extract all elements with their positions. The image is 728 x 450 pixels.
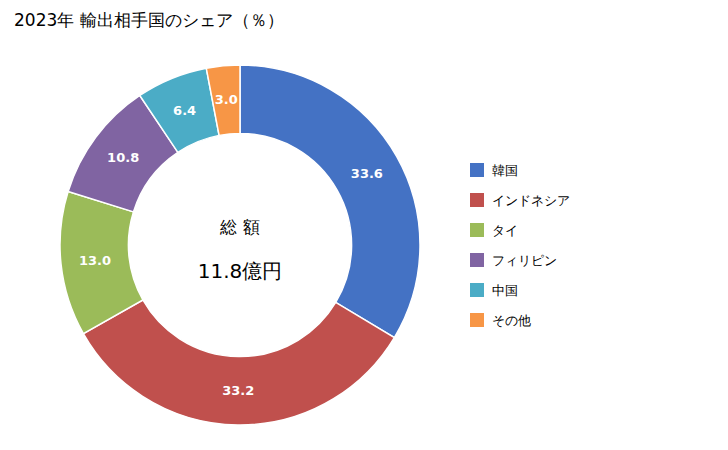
legend-label: フィリピン <box>492 253 557 268</box>
legend-swatch <box>470 283 484 297</box>
legend-label: 韓国 <box>492 163 518 178</box>
slice <box>60 192 143 334</box>
legend-item: 中国 <box>470 283 518 298</box>
data-label: 10.8 <box>107 150 139 165</box>
legend: 韓国インドネシアタイフィリピン中国その他 <box>470 163 570 328</box>
legend-swatch <box>470 253 484 267</box>
legend-item: フィリピン <box>470 253 557 268</box>
legend-swatch <box>470 223 484 237</box>
legend-label: その他 <box>492 313 531 328</box>
pie <box>60 65 420 425</box>
data-label: 3.0 <box>215 92 238 107</box>
slice <box>140 68 219 152</box>
center-label: 11.8億円 <box>198 259 283 283</box>
legend-label: 中国 <box>492 283 518 298</box>
labels: 33.6 33.2 13.0 10.8 6.4 3.0 総 額 11.8億円 <box>79 92 383 398</box>
legend-swatch <box>470 163 484 177</box>
legend-label: インドネシア <box>492 193 570 208</box>
slice <box>206 65 240 135</box>
slice <box>83 300 394 425</box>
title: 2023年 輸出相手国のシェア（％） <box>14 10 284 30</box>
legend-item: インドネシア <box>470 193 570 208</box>
legend-item: 韓国 <box>470 163 518 178</box>
data-label: 33.2 <box>222 383 254 398</box>
legend-item: その他 <box>470 313 531 328</box>
data-label: 13.0 <box>79 253 111 268</box>
slice <box>240 65 420 338</box>
data-label: 33.6 <box>351 166 383 181</box>
center-label: 総 額 <box>219 217 259 237</box>
legend-swatch <box>470 193 484 207</box>
legend-label: タイ <box>492 223 518 238</box>
chart: 2023年 輸出相手国のシェア（％） 33.6 33.2 13.0 10.8 6.4 3.0… <box>0 0 728 450</box>
legend-swatch <box>470 313 484 327</box>
data-label: 6.4 <box>173 103 196 118</box>
legend-item: タイ <box>470 223 518 238</box>
